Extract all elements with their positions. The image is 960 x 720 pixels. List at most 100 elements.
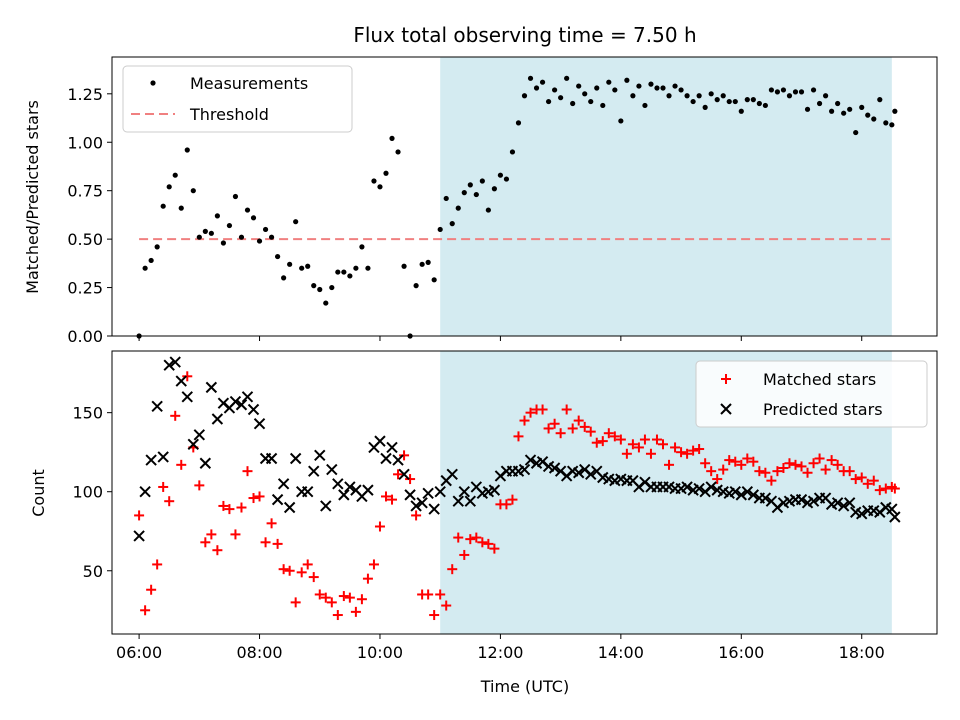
measurement-point xyxy=(262,226,269,233)
predicted-star-point xyxy=(404,489,416,501)
matched-star-point xyxy=(826,455,837,466)
matched-star-point xyxy=(320,592,331,603)
measurement-point xyxy=(449,221,455,227)
matched-star-point xyxy=(248,493,259,504)
measurement-point xyxy=(142,265,148,271)
measurement-point xyxy=(714,97,720,103)
measurement-point xyxy=(479,178,485,184)
matched-star-point xyxy=(513,431,524,442)
measurement-point xyxy=(865,112,871,118)
measurement-point xyxy=(690,98,696,105)
matched-star-point xyxy=(134,510,145,521)
top-y-tick-label: 0.25 xyxy=(67,279,103,298)
measurement-point xyxy=(256,238,263,244)
measurement-point xyxy=(425,259,431,265)
matched-star-point xyxy=(670,442,681,453)
measurement-point xyxy=(196,234,202,240)
measurement-point xyxy=(178,205,184,211)
matched-star-point xyxy=(314,589,325,600)
matched-star-point xyxy=(543,423,554,434)
predicted-star-point xyxy=(886,503,898,515)
measurement-point xyxy=(160,203,166,209)
predicted-star-point xyxy=(795,493,808,506)
predicted-star-point xyxy=(518,463,531,476)
measurement-point xyxy=(588,98,594,105)
matched-star-point xyxy=(736,459,747,470)
legend-predicted-marker xyxy=(720,403,732,415)
matched-star-point xyxy=(429,610,440,621)
matched-star-point xyxy=(230,529,241,540)
matched-star-point xyxy=(332,610,343,621)
matched-star-point xyxy=(742,453,753,464)
measurement-point xyxy=(335,269,341,275)
matched-star-point xyxy=(832,459,843,470)
measurement-point xyxy=(497,172,504,178)
measurement-point xyxy=(558,95,564,101)
matched-star-point xyxy=(760,467,771,478)
bottom-y-tick-label: 50 xyxy=(83,562,103,581)
top-y-axis-label: Matched/Predicted stars xyxy=(23,100,42,294)
predicted-star-point xyxy=(434,486,446,498)
matched-star-point xyxy=(700,458,711,469)
matched-star-point xyxy=(633,442,644,453)
predicted-star-point xyxy=(302,486,314,498)
measurement-point xyxy=(467,182,473,188)
bottom-legend: Matched stars Predicted stars xyxy=(695,360,928,428)
matched-star-point xyxy=(260,537,271,548)
measurement-point xyxy=(311,283,317,289)
bottom-y-axis-label: Count xyxy=(29,469,48,517)
matched-star-point xyxy=(435,589,446,600)
matched-star-point xyxy=(254,491,265,502)
measurement-point xyxy=(570,100,576,107)
predicted-star-point xyxy=(133,530,145,542)
measurement-point xyxy=(883,120,889,126)
matched-star-point xyxy=(477,537,488,548)
measurement-point xyxy=(847,106,853,112)
matched-star-point xyxy=(621,448,632,459)
matched-star-point xyxy=(200,537,211,548)
predicted-star-point xyxy=(253,418,266,430)
predicted-star-point xyxy=(283,501,296,514)
top-y-tick-label: 1.00 xyxy=(67,133,103,152)
measurement-point xyxy=(455,205,461,211)
measurement-point xyxy=(600,102,606,109)
matched-star-point xyxy=(778,462,789,473)
matched-star-point xyxy=(356,594,367,605)
measurement-point xyxy=(220,240,227,246)
predicted-star-point xyxy=(693,482,705,495)
predicted-star-point xyxy=(843,497,856,509)
matched-star-point xyxy=(272,538,283,549)
matched-star-point xyxy=(772,466,783,477)
predicted-star-point xyxy=(332,478,344,490)
predicted-star-point xyxy=(277,478,290,490)
measurement-point xyxy=(618,118,624,124)
matched-star-point xyxy=(676,447,687,458)
matched-star-point xyxy=(296,567,307,578)
matched-star-point xyxy=(393,469,404,480)
matched-star-point xyxy=(471,532,482,543)
matched-star-point xyxy=(664,459,675,470)
matched-star-point xyxy=(784,458,795,469)
measurement-point xyxy=(250,215,257,221)
matched-star-point xyxy=(308,572,319,583)
predicted-star-point xyxy=(181,391,193,403)
measurement-point xyxy=(756,100,762,107)
measurement-point xyxy=(148,257,154,264)
predicted-star-point xyxy=(422,487,434,499)
measurement-point xyxy=(732,98,738,105)
matched-star-point xyxy=(405,474,416,485)
matched-star-point xyxy=(374,521,385,532)
measurement-point xyxy=(892,108,898,114)
measurement-point xyxy=(576,83,582,89)
predicted-star-point xyxy=(428,503,440,515)
predicted-star-point xyxy=(247,403,260,416)
predicted-star-point xyxy=(446,468,458,481)
matched-star-point xyxy=(651,434,662,445)
x-tick-label: 12:00 xyxy=(477,643,523,662)
matched-star-point xyxy=(447,564,458,575)
measurement-point xyxy=(853,129,859,136)
measurement-point xyxy=(672,83,678,89)
legend-measurements-marker xyxy=(150,80,156,86)
matched-star-point xyxy=(242,466,253,477)
